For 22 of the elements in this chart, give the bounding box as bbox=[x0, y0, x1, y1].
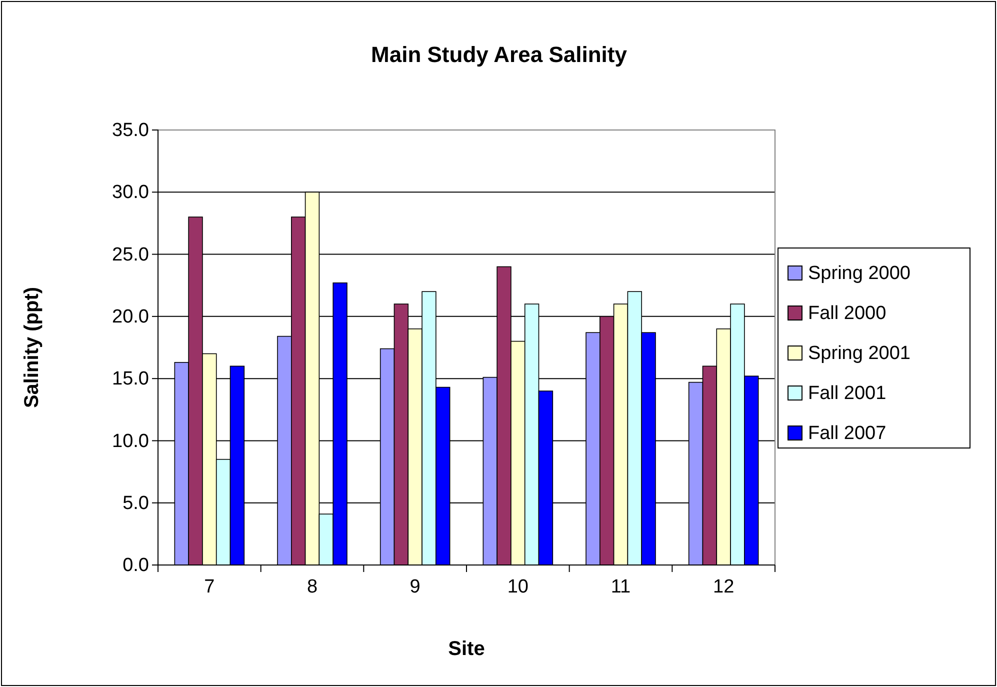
y-tick-label: 10.0 bbox=[112, 430, 149, 452]
legend-label: Fall 2007 bbox=[808, 423, 886, 444]
x-tick-label: 10 bbox=[507, 576, 528, 598]
y-axis-title: Salinity (ppt) bbox=[21, 286, 43, 408]
y-tick-label: 25.0 bbox=[112, 244, 149, 266]
legend-label: Fall 2001 bbox=[808, 383, 886, 404]
y-tick-label: 30.0 bbox=[112, 182, 149, 204]
legend-label: Spring 2000 bbox=[808, 263, 910, 284]
y-tick-label: 0.0 bbox=[122, 555, 149, 576]
chart-title: Main Study Area Salinity bbox=[371, 42, 628, 67]
x-tick-label: 12 bbox=[713, 576, 734, 598]
y-tick-label: 15.0 bbox=[112, 368, 149, 390]
x-axis-title: Site bbox=[448, 638, 485, 660]
x-tick-label: 11 bbox=[610, 576, 631, 598]
legend-label: Spring 2001 bbox=[808, 343, 910, 364]
y-tick-label: 5.0 bbox=[122, 492, 149, 514]
x-tick-label: 8 bbox=[306, 576, 318, 598]
legend-label: Fall 2000 bbox=[808, 303, 886, 324]
x-tick-label: 9 bbox=[410, 576, 420, 598]
y-tick-label: 35.0 bbox=[112, 120, 149, 142]
x-tick-label: 7 bbox=[204, 576, 215, 598]
y-tick-label: 20.0 bbox=[112, 306, 149, 328]
